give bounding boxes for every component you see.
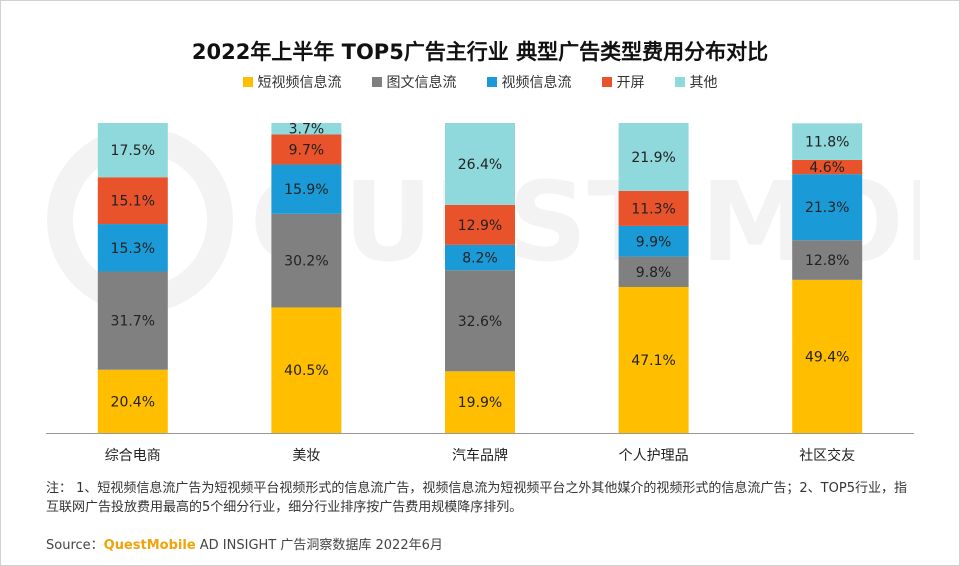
bar-segment [97, 224, 168, 272]
data-label: 21.3% [805, 200, 849, 216]
bar-segment [618, 123, 689, 191]
legend-item: 短视频信息流 [242, 72, 342, 92]
category-label: 个人护理品 [619, 448, 689, 464]
bar-segment [97, 271, 168, 370]
legend-label: 短视频信息流 [257, 75, 342, 91]
source-prefix: Source： [46, 538, 104, 553]
data-label: 9.7% [289, 143, 325, 159]
bar-segment [792, 159, 863, 175]
category-label: 社区交友 [799, 447, 855, 464]
chart-title: 2022年上半年 TOP5广告主行业 典型广告类型费用分布对比 [191, 40, 769, 64]
source-line: Source：QuestMobile AD INSIGHT 广告洞察数据库 20… [46, 534, 443, 553]
source-brand: QuestMobile [103, 538, 196, 553]
data-label: 15.1% [111, 194, 155, 210]
legend-label: 其他 [689, 75, 718, 91]
data-label: 19.9% [458, 395, 502, 411]
legend-label: 视频信息流 [501, 75, 572, 91]
footnote: 注： 1、短视频信息流广告为短视频平台视频形式的信息流广告，视频信息流为短视频平… [46, 481, 907, 515]
data-label: 8.2% [462, 251, 498, 267]
bar-segment [97, 123, 168, 178]
data-label: 4.6% [809, 160, 845, 176]
data-label: 12.9% [458, 218, 502, 234]
bar-segment [97, 369, 168, 433]
data-label: 47.1% [631, 353, 675, 369]
data-label: 11.8% [805, 135, 849, 151]
data-label: 9.8% [636, 265, 672, 281]
category-label: 综合电商 [105, 448, 161, 464]
bar-segment [445, 371, 515, 433]
bar-segment [792, 174, 863, 241]
bar-segment [271, 164, 342, 214]
bar-segment [97, 177, 168, 225]
bar-segment [618, 256, 689, 287]
bar-segment [271, 134, 342, 165]
chart-legend: 短视频信息流 图文信息流 视频信息流 开屏 其他 [0, 72, 960, 92]
data-label: 9.9% [636, 234, 672, 250]
bar-segment [792, 123, 863, 160]
data-label: 21.9% [631, 150, 675, 166]
category-label: 美妆 [292, 448, 320, 464]
bar-segment [271, 213, 342, 308]
data-label: 11.3% [631, 201, 675, 217]
legend-label: 图文信息流 [386, 75, 457, 91]
bar-segment [445, 123, 515, 205]
data-label: 15.3% [111, 241, 155, 257]
bar-segment [271, 123, 342, 135]
legend-swatch [371, 77, 382, 87]
data-label: 49.4% [805, 349, 849, 365]
data-label: 17.5% [111, 143, 155, 159]
legend-swatch [486, 77, 497, 87]
bar-segment [445, 204, 515, 245]
data-label: 31.7% [111, 314, 155, 330]
data-label: 40.5% [284, 363, 328, 379]
bar-segment [618, 190, 689, 226]
legend-label: 开屏 [616, 75, 645, 91]
legend-item: 图文信息流 [371, 72, 457, 92]
legend-swatch [601, 77, 612, 87]
stacked-bar-chart: 20.4% 31.7% 15.3% 15.1% 17.5% 综合电商 40.5% 30.2% 1… [46, 122, 914, 464]
bar-segment [445, 244, 515, 271]
data-label: 32.6% [458, 314, 502, 330]
data-label: 12.8% [805, 253, 849, 269]
legend-item: 其他 [674, 72, 718, 92]
category-label: 汽车品牌 [452, 447, 508, 464]
data-label: 20.4% [111, 394, 155, 410]
legend-swatch [674, 77, 685, 87]
bar-segment [618, 225, 689, 257]
data-label: 15.9% [284, 182, 328, 198]
data-label: 30.2% [284, 254, 328, 270]
source-rest: AD INSIGHT 广告洞察数据库 2022年6月 [195, 538, 443, 553]
legend-item: 开屏 [601, 72, 645, 92]
bar-segment [618, 286, 689, 433]
bar-segment [271, 307, 342, 433]
bar-segment [445, 270, 515, 372]
data-label: 26.4% [458, 157, 502, 173]
bar-segment [792, 240, 863, 280]
data-label: 3.7% [289, 122, 325, 138]
legend-swatch [242, 77, 253, 87]
bar-segment [792, 279, 863, 433]
legend-item: 视频信息流 [486, 72, 572, 92]
